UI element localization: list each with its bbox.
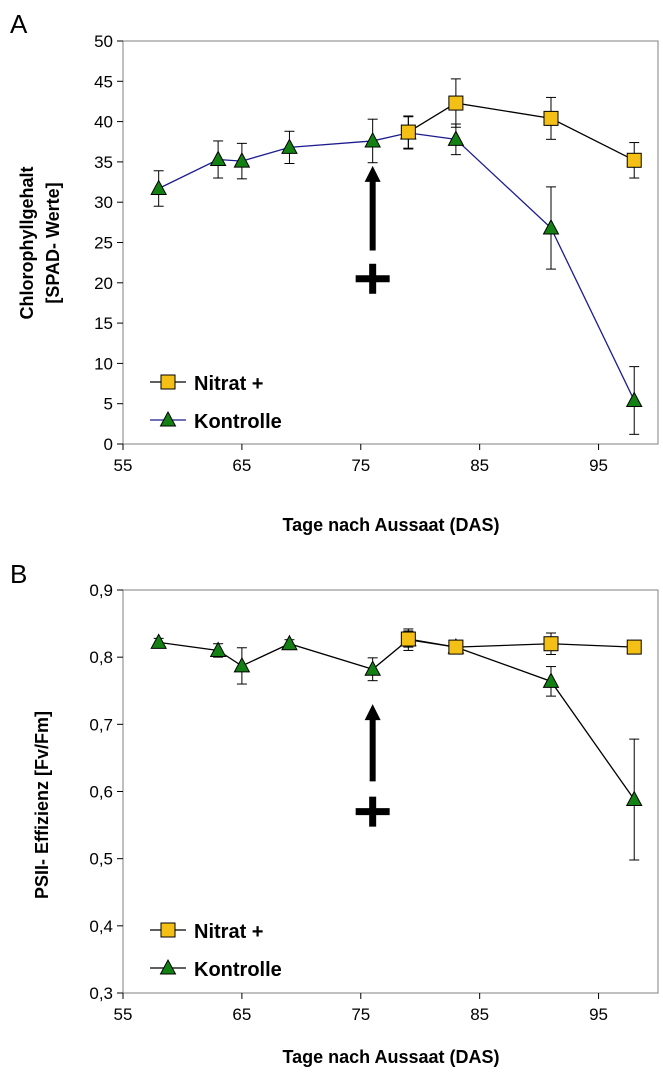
chart-b-ylabel: PSII- Effizienz [Fv/Fm] — [32, 711, 52, 899]
chart-a-series-kontrolle-point — [233, 152, 251, 168]
chart-a-series-kontrolle-line — [158, 132, 635, 401]
chart-b-series-kontrolle-point — [542, 672, 560, 688]
chart-a-ytick-label: 20 — [94, 274, 113, 293]
chart-b-ytick-label: 0,6 — [89, 783, 113, 802]
chart-a-ytick-label: 30 — [94, 193, 113, 212]
panel-a-label: A — [10, 9, 28, 39]
chart-a-ylabel-line2: [SPAD- Werte] — [43, 182, 63, 303]
chart-a-series-kontrolle-point — [364, 131, 382, 148]
chart-a-series-kontrolle-point — [209, 150, 227, 166]
chart-a-ytick-label: 0 — [104, 435, 113, 454]
chart-a-ytick-label: 35 — [94, 153, 113, 172]
chart-b-ytick-label: 0,4 — [89, 917, 113, 936]
chart-b-series-kontrolle-line — [158, 639, 635, 800]
chart-a-xtick-label: 65 — [232, 456, 251, 475]
chart-a-series-kontrolle-point — [447, 130, 465, 146]
chart-b-ytick-label: 0,8 — [89, 648, 113, 667]
chart-a-ytick-label: 50 — [94, 32, 113, 51]
chart-a-series-nitrat-point — [448, 95, 464, 111]
chart-a-ytick-label: 10 — [94, 354, 113, 373]
chart-b-legend-kontrolle-marker — [159, 958, 177, 975]
chart-b-xtick-label: 65 — [232, 1005, 251, 1024]
panel-b-label: B — [10, 559, 27, 589]
chart-a-xlabel: Tage nach Aussaat (DAS) — [282, 515, 499, 535]
chart-b-series-nitrat-point — [543, 636, 559, 652]
chart-a-ytick-label: 5 — [104, 395, 113, 414]
chart-a-series-kontrolle-point — [625, 391, 643, 407]
chart-a-annotation-arrow-head — [364, 165, 381, 182]
chart-b-legend-kontrolle-label: Kontrolle — [194, 959, 282, 981]
chart-b-ytick-label: 0,3 — [89, 984, 113, 1003]
chart-a-ytick-label: 25 — [94, 234, 113, 253]
chart-a-xtick-label: 95 — [589, 456, 608, 475]
chart-b-series-kontrolle-point — [625, 790, 643, 807]
chart-b-xtick-label: 95 — [589, 1005, 608, 1024]
chart-a-series-kontrolle-point — [542, 218, 560, 235]
chart-b-ytick-label: 0,5 — [89, 850, 113, 869]
chart-b-xlabel: Tage nach Aussaat (DAS) — [282, 1047, 499, 1067]
chart-a-xtick-label: 75 — [351, 456, 370, 475]
chart-a-series-kontrolle-point — [150, 179, 168, 195]
chart-a-series-nitrat-line — [407, 102, 635, 161]
chart-b-series-kontrolle-point — [209, 641, 227, 657]
chart-b-series-kontrolle-point — [364, 660, 382, 676]
chart-a-legend-nitrat-marker — [160, 374, 176, 390]
chart-b-xtick-label: 85 — [470, 1005, 489, 1024]
chart-a-ylabel-line1: Chlorophyllgehalt — [17, 166, 37, 319]
chart-b-series-nitrat-line — [408, 638, 635, 648]
chart-a-series-nitrat-point — [626, 152, 642, 168]
chart-a-xtick-label: 55 — [114, 456, 133, 475]
chart-a-legend-nitrat-label: Nitrat + — [194, 373, 263, 395]
chart-a-series-nitrat-point — [543, 110, 559, 126]
chart-a-ytick-label: 15 — [94, 314, 113, 333]
chart-b-series-kontrolle-point — [233, 656, 251, 673]
chart-b-series-nitrat-point — [400, 631, 416, 647]
chart-a-xtick-label: 85 — [470, 456, 489, 475]
chart-b-series-kontrolle-point — [281, 634, 298, 651]
chart-b-series-nitrat-point — [626, 639, 642, 655]
chart-b-xtick-label: 75 — [351, 1005, 370, 1024]
chart-a-ytick-label: 40 — [94, 113, 113, 132]
chart-b-legend-nitrat-marker — [160, 922, 176, 938]
chart-b-xtick-label: 55 — [114, 1005, 133, 1024]
chart-b-annotation-arrow-head — [364, 704, 381, 721]
chart-b-series-nitrat-point — [448, 639, 464, 655]
chart-a-legend-kontrolle-marker — [159, 410, 177, 427]
chart-b-ytick-label: 0,9 — [89, 581, 113, 600]
chart-b-ytick-label: 0,7 — [89, 715, 113, 734]
chart-b-series-kontrolle-point — [150, 633, 168, 649]
chart-a-legend-kontrolle-label: Kontrolle — [194, 411, 282, 433]
chart-a-series-kontrolle-point — [281, 138, 298, 154]
chart-b-legend-nitrat-label: Nitrat + — [194, 921, 263, 943]
chart-a-ytick-label: 45 — [94, 72, 113, 91]
chart-a-series-nitrat-point — [400, 124, 416, 140]
